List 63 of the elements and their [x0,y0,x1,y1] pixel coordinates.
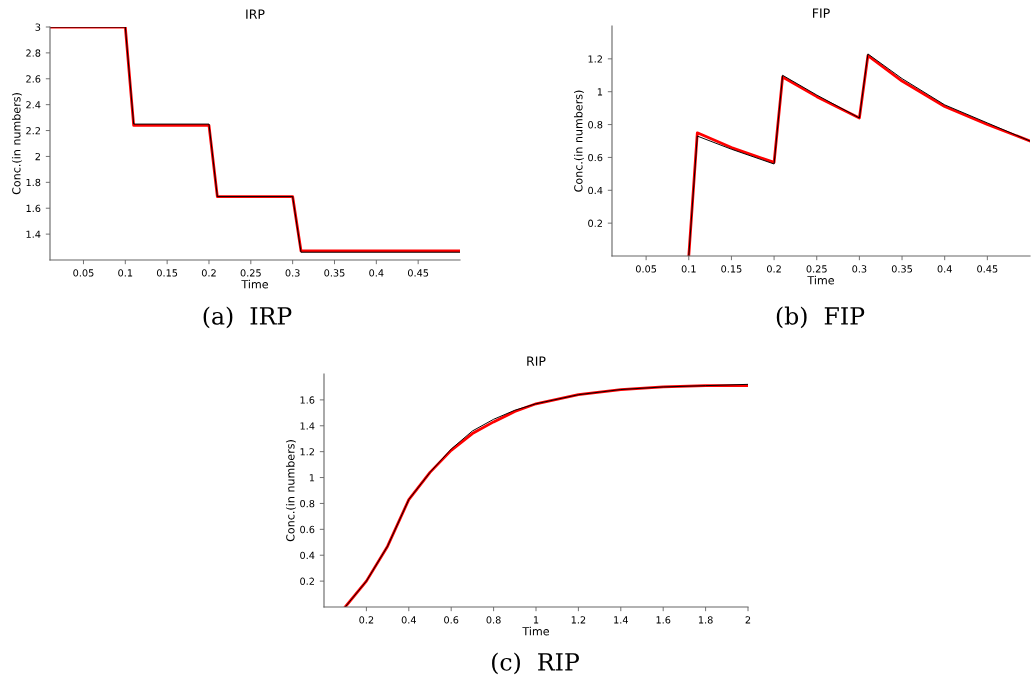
y-tick-label: 0.6 [300,525,315,534]
y-tick-label: 2.4 [26,101,41,109]
y-tick-label: 2.2 [26,127,40,135]
x-tick-label: 2 [745,616,751,624]
x-tick-label: 0.05 [73,269,94,277]
y-tick-label: 2.8 [26,49,41,57]
y-tick-label: 1.2 [300,448,314,456]
y-tick-label: 1.6 [26,204,41,213]
y-tick-label: 2.6 [26,75,41,83]
y-tick-label: 0.4 [300,551,315,560]
y-axis-title: Conc.(in numbers) [573,90,584,192]
chart-title: IRP [246,9,265,19]
x-tick-label: 0.4 [369,269,384,277]
x-tick-label: 1.8 [698,616,713,624]
chart-title: FIP [813,8,830,18]
y-tick-label: 0.2 [300,577,314,585]
x-tick-label: 0.45 [407,269,429,277]
y-axis-title: Conc.(in numbers) [11,93,22,195]
y-tick-label: 0.8 [588,121,603,129]
y-tick-label: 1.4 [26,230,41,238]
y-tick-label: 0.4 [588,186,603,195]
x-tick-label: 0.2 [201,269,216,277]
y-tick-label: 3 [35,23,41,31]
x-tick-label: 0.25 [240,269,261,277]
x-axis-title: Time [807,275,834,285]
x-tick-label: 0.3 [285,269,300,277]
x-tick-label: 1.6 [656,616,671,624]
x-tick-label: 0.45 [977,265,998,273]
x-tick-label: 1.4 [614,616,628,624]
y-tick-label: 0.8 [300,499,315,508]
x-axis-title: Time [522,626,549,636]
chart-title: RIP [527,356,546,366]
x-tick-label: 0.1 [118,269,133,277]
x-tick-label: 0.35 [324,269,345,277]
x-tick-label: 1 [533,616,539,624]
y-tick-label: 1.4 [300,422,315,430]
y-tick-label: 1.8 [26,178,41,187]
x-tick-label: 0.8 [486,616,501,624]
x-tick-label: 0.1 [681,265,696,273]
x-tick-label: 0.3 [852,265,867,273]
y-tick-label: 0.6 [588,153,603,162]
text: (a) IRP [203,306,292,329]
x-tick-label: 0.4 [401,616,416,624]
y-tick-label: 2 [35,152,40,161]
y-tick-label: 1 [309,474,315,482]
x-tick-label: 0.15 [721,265,742,273]
y-tick-label: 0.2 [588,219,602,227]
x-axis-title: Time [241,279,268,289]
x-tick-label: 0.2 [766,265,781,273]
x-tick-label: 1.2 [571,616,586,624]
text: (c) RIP [492,652,579,675]
y-tick-label: 1.2 [588,55,602,63]
x-tick-label: 0.05 [635,265,657,273]
y-axis-title: Conc.(in numbers) [285,440,296,542]
text: (b) FIP [776,306,865,329]
x-tick-label: 0.6 [444,616,459,624]
x-tick-label: 0.35 [891,265,913,273]
x-tick-label: 0.4 [937,265,952,273]
x-tick-label: 0.25 [806,265,827,273]
y-tick-label: 1 [597,88,603,96]
y-tick-label: 1.6 [300,396,315,404]
x-tick-label: 0.15 [156,269,178,277]
x-tick-label: 0.2 [359,616,374,624]
